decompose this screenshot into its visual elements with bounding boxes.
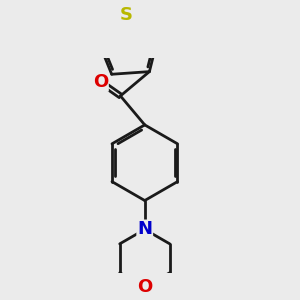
Text: S: S — [120, 6, 133, 24]
Text: O: O — [93, 73, 108, 91]
Text: N: N — [137, 220, 152, 238]
Text: O: O — [137, 278, 152, 296]
